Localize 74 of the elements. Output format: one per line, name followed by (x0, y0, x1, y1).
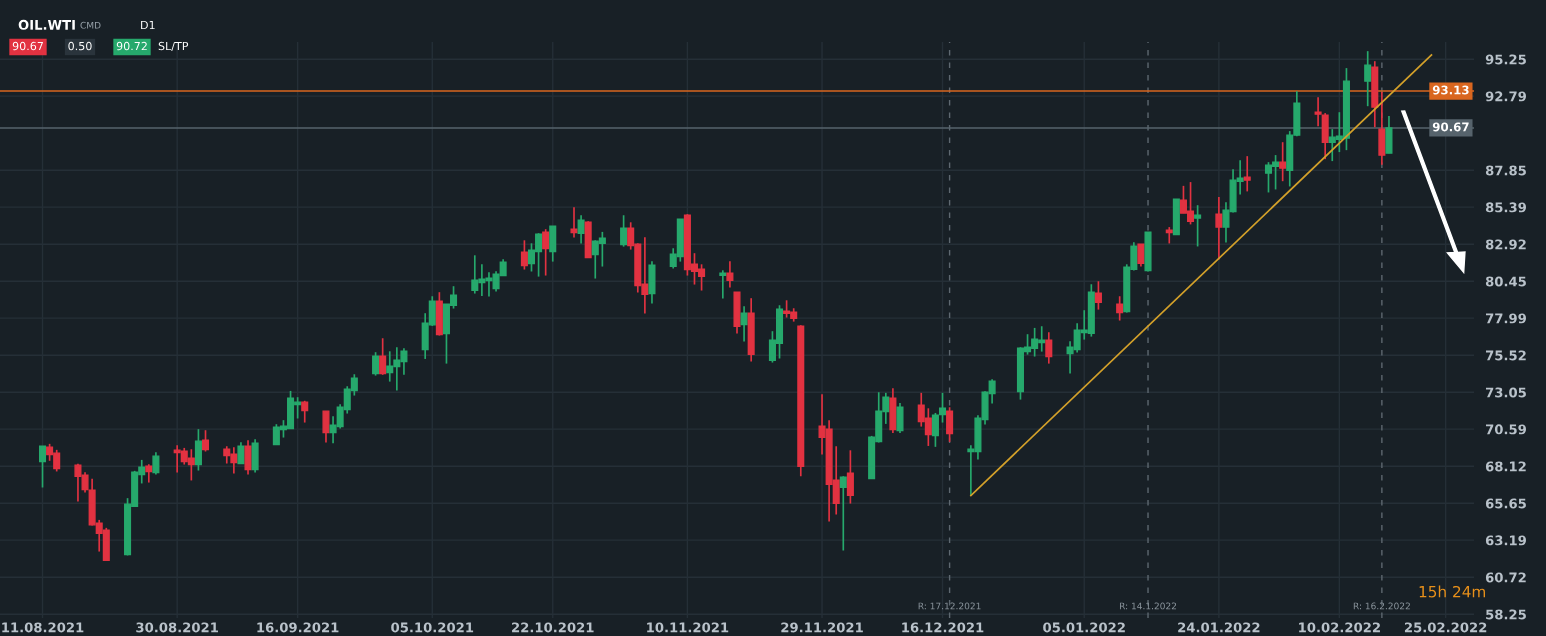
text: D1 (141, 20, 155, 30)
candlestick (542, 228, 550, 277)
ref-line-label: 93.13 (1432, 85, 1469, 95)
chart-title: OIL.WTI (18, 19, 75, 30)
annotation: SL/TP (158, 41, 189, 52)
candlestick (372, 351, 380, 377)
x-tick-label: 05.01.2022 (1043, 622, 1125, 633)
candlestick (726, 260, 734, 289)
candlestick (839, 475, 847, 552)
y-tick-label: 75.52 (1485, 350, 1526, 361)
annotation: 15h 24m (1419, 585, 1486, 598)
candlestick (145, 463, 153, 484)
candlestick (1215, 196, 1223, 261)
candlestick (570, 206, 578, 239)
y-tick-label: 65.65 (1485, 498, 1526, 509)
y-tick-label: 73.05 (1485, 387, 1526, 398)
y-tick-label: 63.19 (1485, 535, 1526, 546)
x-tick-label: 16.12.2021 (902, 622, 984, 633)
x-tick-label: 10.11.2021 (647, 622, 729, 633)
candlestick (1364, 50, 1372, 108)
candlestick (740, 305, 748, 343)
y-tick-label: 85.39 (1485, 202, 1526, 213)
candlestick (244, 439, 252, 476)
candlestick (237, 441, 245, 465)
y-tick-label: 87.85 (1485, 165, 1526, 176)
candlestick (620, 214, 628, 248)
x-tick-label: 10.02.2022 (1299, 622, 1380, 633)
candlestick (1116, 295, 1124, 322)
candlestick (38, 445, 47, 489)
candlestick (1279, 141, 1287, 183)
x-tick-label: 22.10.2021 (512, 622, 594, 633)
annotation: 90.72 (116, 41, 147, 51)
y-tick-label: 80.45 (1485, 276, 1526, 287)
x-tick-label: 24.01.2022 (1178, 622, 1260, 633)
y-tick-label: 82.92 (1485, 239, 1526, 250)
ref-line-label: 90.67 (1432, 122, 1469, 132)
candlestick (1137, 243, 1145, 268)
x-tick-label: 11.08.2021 (2, 622, 84, 633)
candlestick (1243, 155, 1251, 193)
y-tick-label: 92.79 (1485, 91, 1526, 102)
candlestick (946, 406, 954, 443)
candlestick (1314, 96, 1322, 127)
candlestick (938, 392, 947, 424)
x-tick-label: 29.11.2021 (781, 622, 863, 633)
y-tick-label: 70.59 (1485, 424, 1526, 435)
candlestick (896, 402, 904, 434)
candlestick (152, 451, 160, 476)
x-tick-label: 05.10.2021 (391, 622, 474, 633)
text: CMD (80, 21, 101, 29)
candlestick (201, 429, 210, 453)
x-tick-label: 16.09.2021 (257, 622, 339, 633)
y-tick-label: 68.12 (1485, 461, 1526, 472)
candlestick (577, 214, 585, 245)
y-tick-label: 60.72 (1485, 572, 1526, 583)
annotation: 90.67 (12, 41, 43, 51)
candlestick (931, 412, 939, 448)
candlestick (1045, 331, 1053, 365)
candlestick (379, 337, 387, 376)
x-tick-label: 30.08.2021 (136, 622, 218, 633)
ref-line-label: R: 16.2.2022 (1353, 602, 1410, 610)
ref-line-label: R: 17.12.2021 (918, 602, 981, 610)
candlestick (322, 410, 330, 444)
candlestick (846, 449, 854, 505)
y-tick-label: 77.99 (1485, 313, 1526, 324)
candlestick (1194, 204, 1202, 248)
y-tick-label: 58.25 (1486, 609, 1526, 620)
candlestick (1094, 280, 1102, 311)
ref-line-label: R: 14.1.2022 (1119, 602, 1177, 610)
candlestick (520, 239, 528, 271)
candlestick (719, 269, 727, 300)
y-tick-label: 95.25 (1485, 54, 1526, 65)
candlestick (194, 428, 202, 472)
x-tick-label: 25.02.2022 (1404, 622, 1487, 633)
annotation: 0.50 (68, 41, 92, 51)
